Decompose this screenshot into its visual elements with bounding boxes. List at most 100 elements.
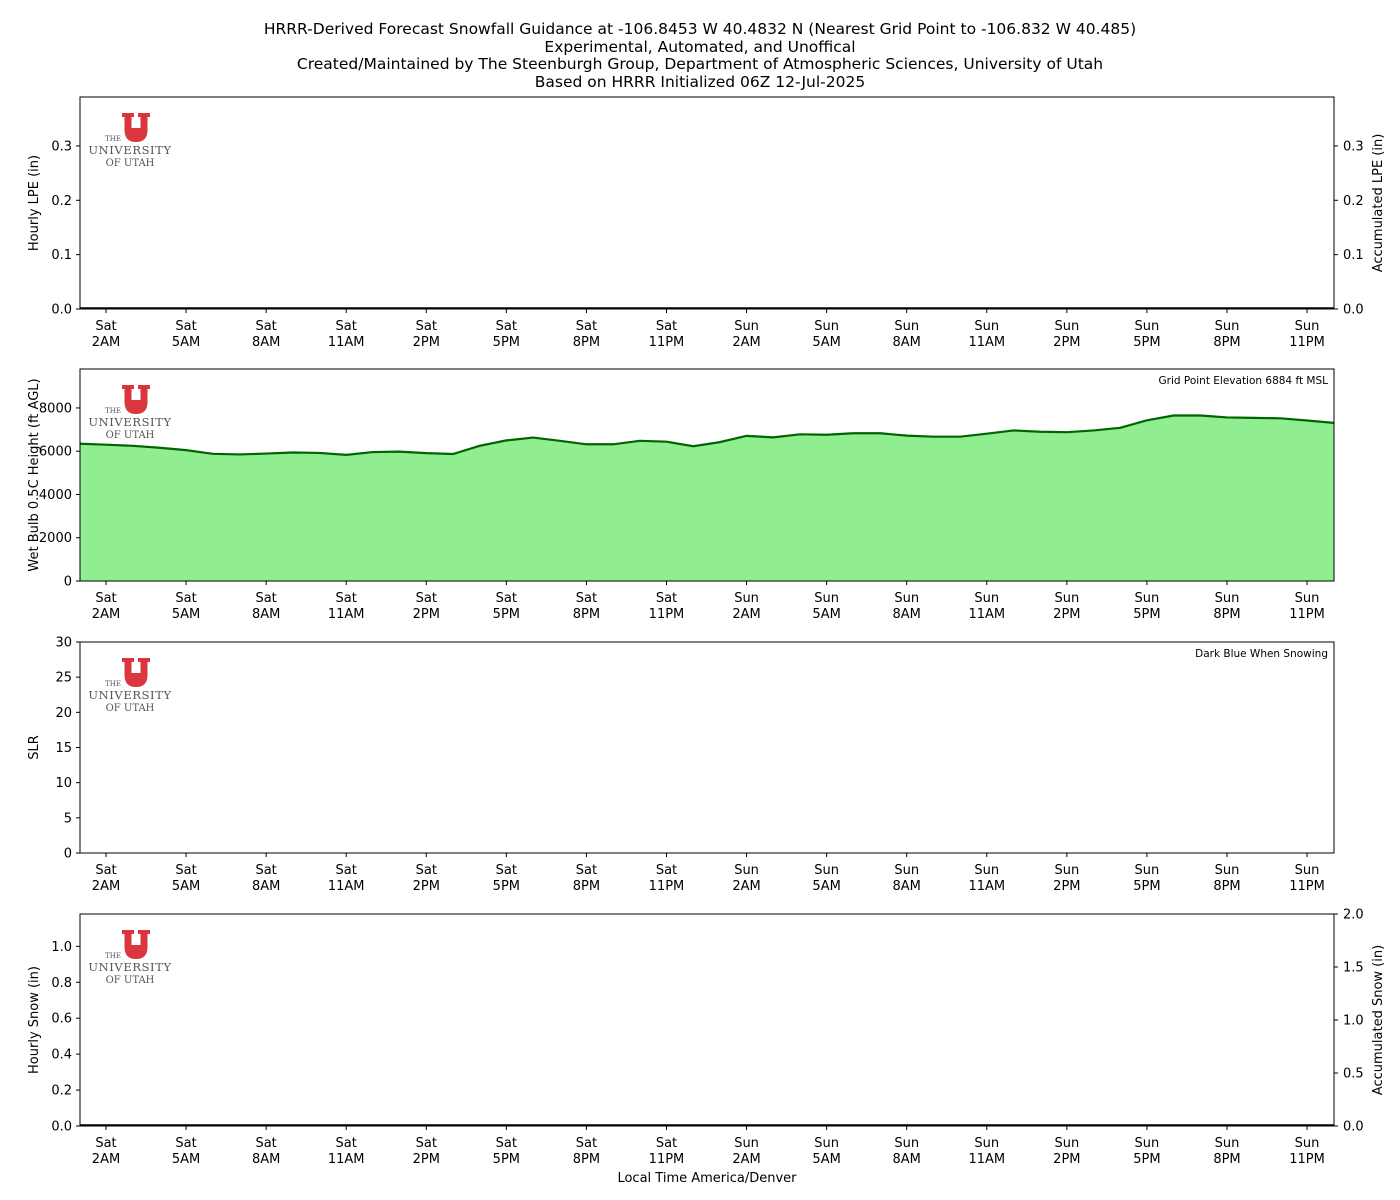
x-tick-day-10: Sun [894, 863, 919, 878]
x-tick-time-7: 11PM [649, 1152, 685, 1167]
x-tick-day-13: Sun [1135, 863, 1160, 878]
x-tick-day-3: Sat [336, 591, 357, 606]
x-tick-time-0: 2AM [92, 607, 120, 622]
x-tick-day-14: Sun [1215, 863, 1240, 878]
panel-4: 0.0 0.2 0.4 0.6 0.8 1.0 Hourly Snow (in) 0.0 0.5… [27, 908, 1386, 1168]
x-tick-day-14: Sun [1215, 1136, 1240, 1151]
y-tick-label-2: 4000 [39, 488, 72, 503]
x-tick-time-6: 8PM [573, 1152, 600, 1167]
panel-annotation: Dark Blue When Snowing [1195, 648, 1328, 660]
x-tick-time-3: 11AM [328, 879, 365, 894]
logo-text-the: THE [105, 407, 121, 415]
title-line-4: Based on HRRR Initialized 06Z 12-Jul-202… [534, 72, 866, 91]
x-tick-time-0: 2AM [92, 879, 120, 894]
plot-frame [79, 368, 1335, 582]
x-tick-day-12: Sun [1054, 591, 1079, 606]
x-tick-time-2: 8AM [252, 335, 280, 350]
y-axis-right-label: Accumulated LPE (in) [1371, 134, 1386, 273]
x-tick-day-7: Sat [656, 591, 677, 606]
x-tick-time-8: 2AM [732, 607, 760, 622]
x-tick-time-1: 5AM [172, 607, 200, 622]
x-tick-day-4: Sat [416, 591, 437, 606]
x-tick-time-1: 5AM [172, 879, 200, 894]
x-tick-time-5: 5PM [493, 607, 520, 622]
x-tick-day-13: Sun [1135, 1136, 1160, 1151]
x-tick-day-3: Sat [336, 863, 357, 878]
y-right-tick-label-1: 0.5 [1343, 1067, 1364, 1082]
y-right-tick-label-2: 0.2 [1343, 194, 1364, 209]
x-tick-time-11: 11AM [968, 1152, 1005, 1167]
x-tick-time-10: 8AM [893, 335, 921, 350]
title-line-2: Experimental, Automated, and Unoffical [544, 37, 856, 56]
x-tick-day-2: Sat [255, 319, 276, 334]
x-tick-day-9: Sun [814, 1136, 839, 1151]
y-tick-label-2: 0.2 [51, 194, 72, 209]
x-tick-day-11: Sun [974, 1136, 999, 1151]
x-tick-time-2: 8AM [252, 879, 280, 894]
x-tick-time-2: 8AM [252, 1152, 280, 1167]
x-tick-day-9: Sun [814, 319, 839, 334]
x-tick-day-14: Sun [1215, 319, 1240, 334]
x-tick-day-5: Sat [496, 591, 517, 606]
x-tick-time-0: 2AM [92, 335, 120, 350]
panel-3: 0 5 10 15 20 25 30 SLR Dark Blue When Snowing Sat… [27, 636, 1335, 894]
x-tick-time-14: 8PM [1213, 879, 1240, 894]
x-tick-time-12: 2PM [1053, 607, 1080, 622]
x-tick-time-9: 5AM [812, 335, 840, 350]
y-tick-label-6: 30 [55, 636, 72, 651]
x-tick-time-14: 8PM [1213, 1152, 1240, 1167]
y-axis-label: Hourly LPE (in) [27, 155, 42, 251]
x-tick-day-8: Sun [734, 863, 759, 878]
x-tick-day-2: Sat [255, 863, 276, 878]
y-tick-label-1: 0.1 [51, 248, 72, 263]
x-tick-day-9: Sun [814, 863, 839, 878]
logo-text-of-utah: OF UTAH [106, 703, 155, 714]
chart-title: HRRR-Derived Forecast Snowfall Guidance … [0, 20, 1400, 91]
x-tick-time-1: 5AM [172, 335, 200, 350]
x-tick-day-13: Sun [1135, 319, 1160, 334]
x-tick-day-15: Sun [1295, 319, 1320, 334]
y-tick-label-5: 1.0 [51, 940, 72, 955]
y-axis-label: SLR [27, 735, 42, 760]
x-tick-time-14: 8PM [1213, 335, 1240, 350]
x-tick-time-6: 8PM [573, 879, 600, 894]
panel-annotation: Grid Point Elevation 6884 ft MSL [1159, 375, 1329, 387]
x-tick-time-9: 5AM [812, 607, 840, 622]
x-tick-day-6: Sat [576, 1136, 597, 1151]
logo-text-of-utah: OF UTAH [106, 158, 155, 169]
wetbulb-height-line [80, 414, 1334, 456]
y-tick-label-0: 0 [64, 847, 72, 862]
x-tick-time-11: 11AM [968, 335, 1005, 350]
y-tick-label-1: 0.2 [51, 1084, 72, 1099]
y-tick-label-0: 0.0 [51, 303, 72, 318]
x-tick-time-13: 5PM [1133, 607, 1160, 622]
x-tick-time-15: 11PM [1289, 335, 1325, 350]
logo-text-university: UNIVERSITY [88, 143, 171, 157]
x-tick-time-12: 2PM [1053, 879, 1080, 894]
y-right-tick-label-1: 0.1 [1343, 248, 1364, 263]
y-right-tick-label-0: 0.0 [1343, 303, 1364, 318]
x-tick-day-12: Sun [1054, 863, 1079, 878]
x-tick-day-0: Sat [95, 1136, 116, 1151]
x-tick-time-10: 8AM [893, 879, 921, 894]
x-tick-time-15: 11PM [1289, 607, 1325, 622]
wetbulb-area-fill [80, 415, 1334, 581]
logo-text-the: THE [105, 952, 121, 960]
y-right-tick-label-3: 0.3 [1343, 139, 1364, 154]
x-tick-time-12: 2PM [1053, 1152, 1080, 1167]
x-tick-time-13: 5PM [1133, 335, 1160, 350]
panel-1: 0.0 0.1 0.2 0.3 Hourly LPE (in) 0.0 0.1 0.2 0.3 A… [27, 96, 1386, 350]
x-tick-time-13: 5PM [1133, 879, 1160, 894]
x-tick-time-6: 8PM [573, 335, 600, 350]
x-tick-time-5: 5PM [493, 1152, 520, 1167]
x-tick-day-0: Sat [95, 319, 116, 334]
x-tick-time-13: 5PM [1133, 1152, 1160, 1167]
x-tick-day-6: Sat [576, 591, 597, 606]
x-tick-day-8: Sun [734, 1136, 759, 1151]
u-shield-icon [122, 113, 150, 142]
x-tick-day-10: Sun [894, 1136, 919, 1151]
